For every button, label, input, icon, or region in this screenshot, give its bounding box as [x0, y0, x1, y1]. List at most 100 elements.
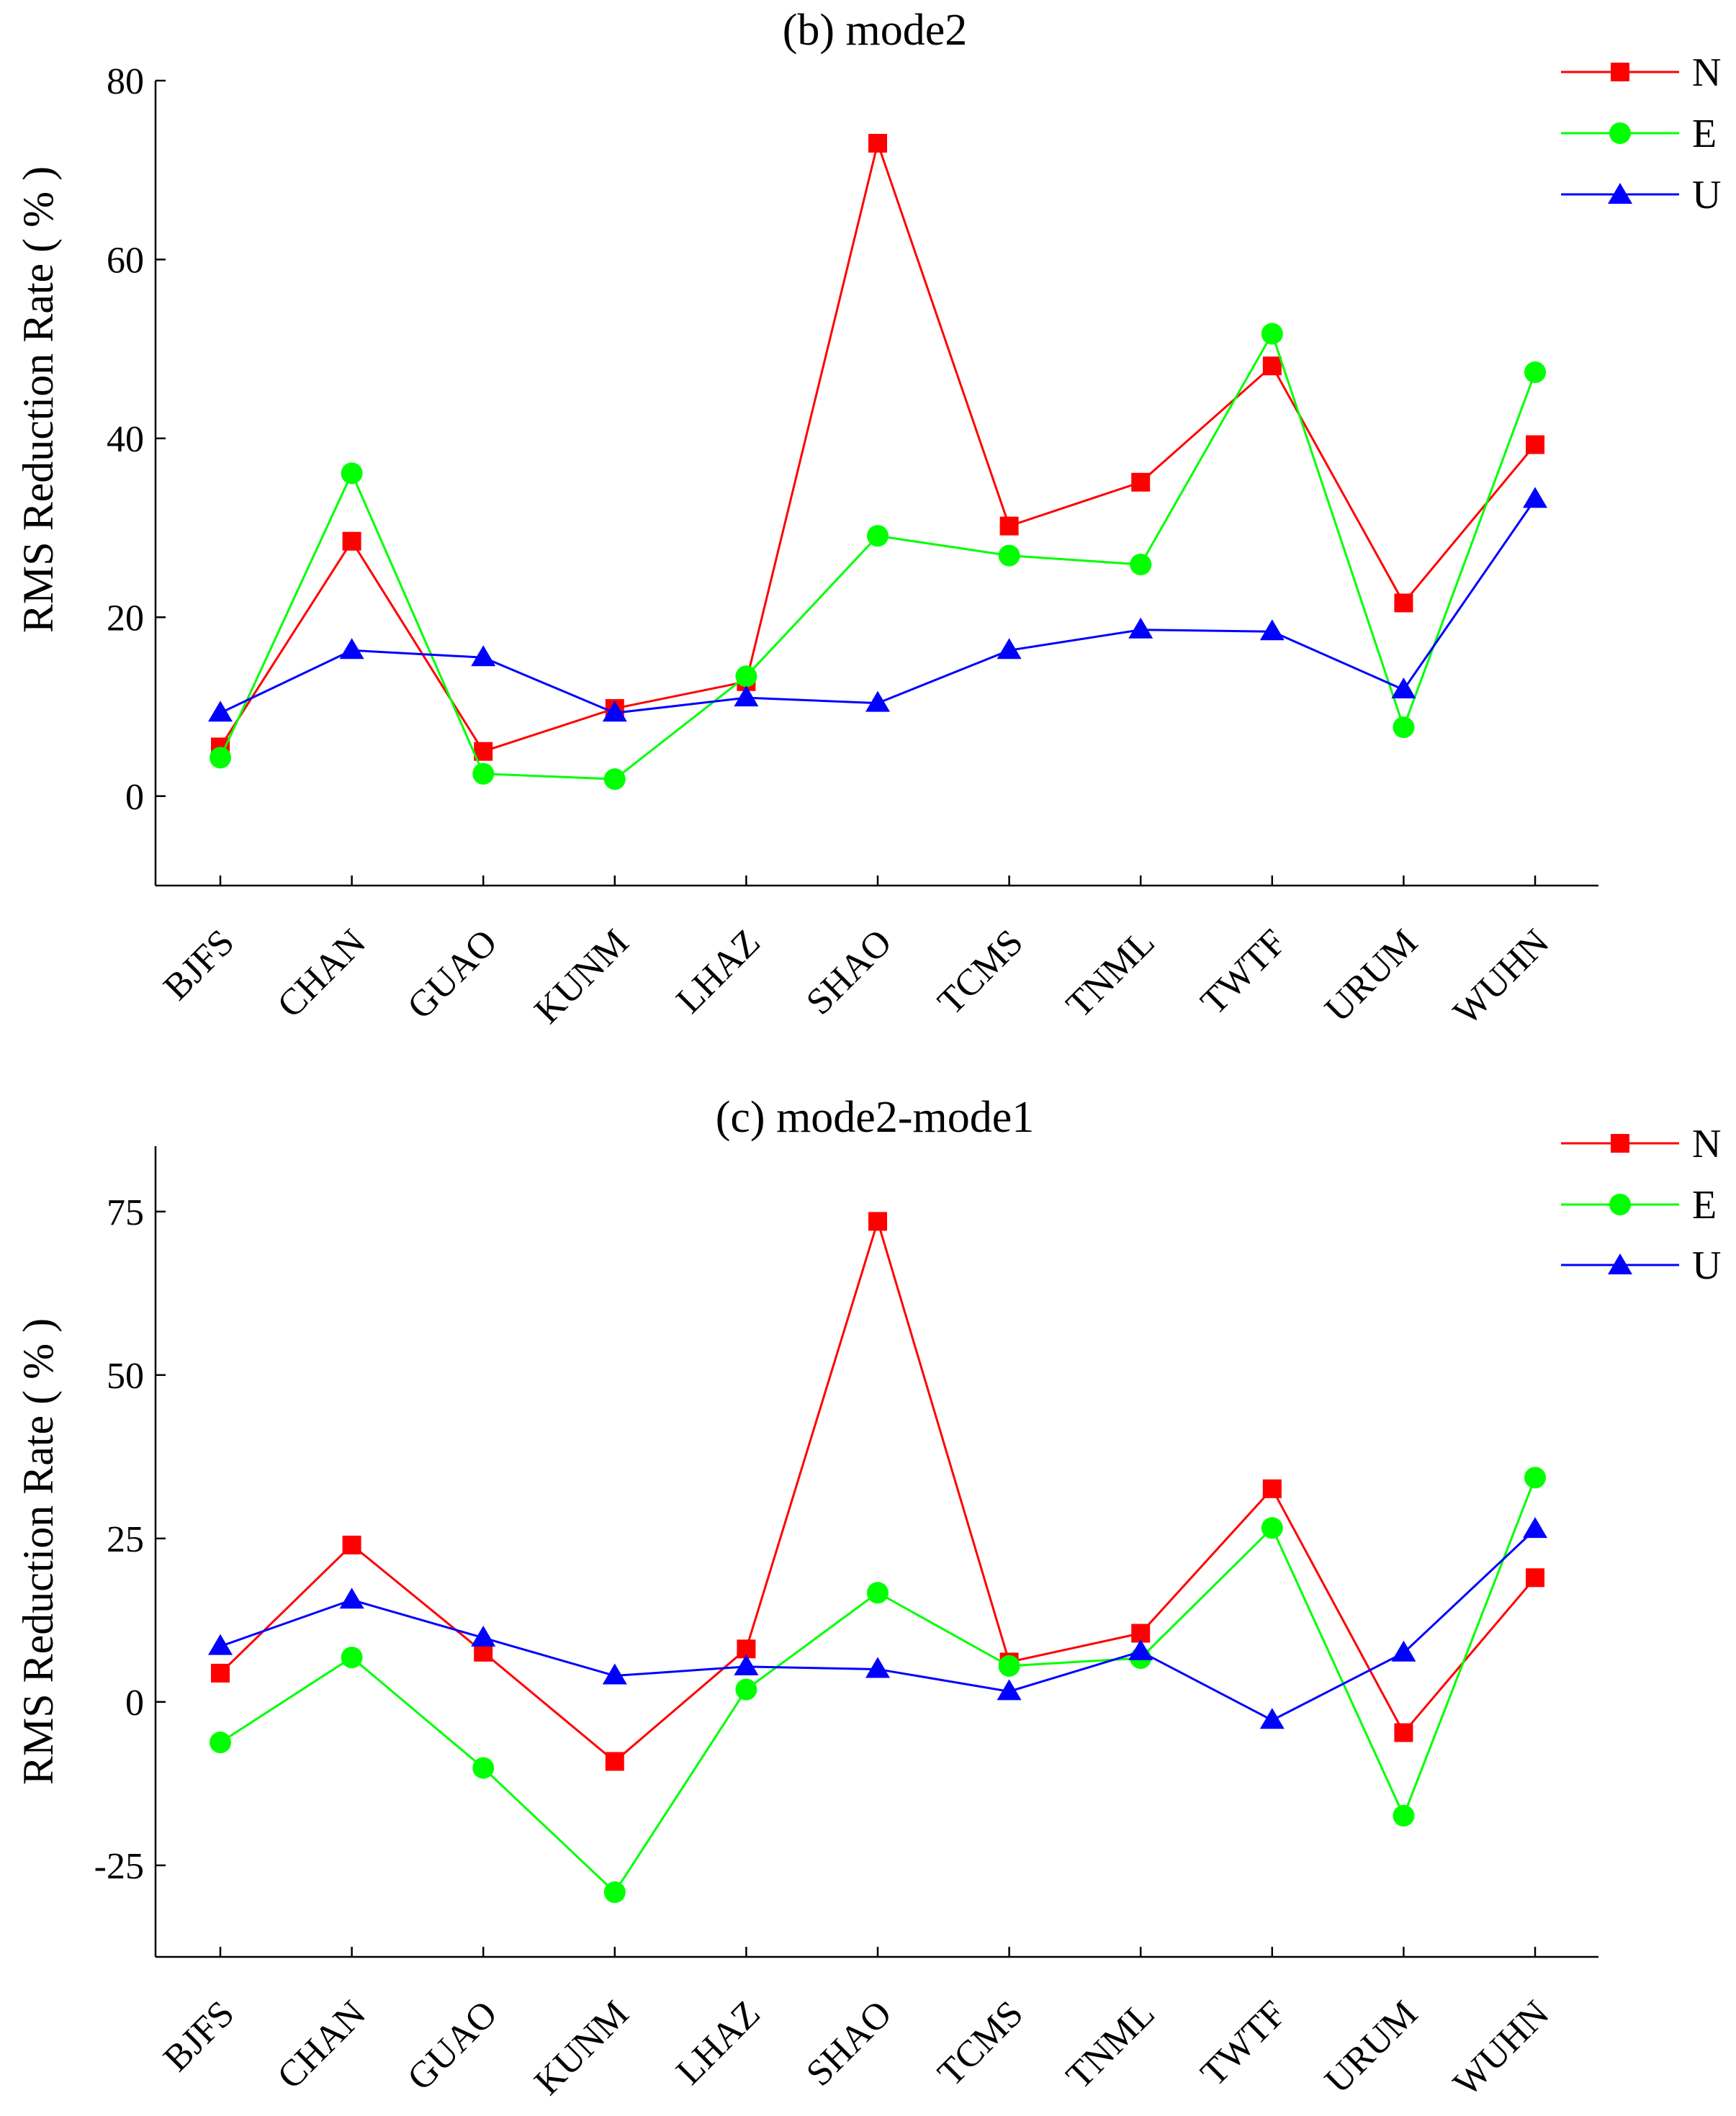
- data-point: [1261, 1517, 1283, 1539]
- data-point: [472, 762, 495, 785]
- data-point: [1259, 619, 1285, 641]
- data-point: [1262, 1479, 1282, 1498]
- data-point: [1128, 1639, 1153, 1660]
- data-point: [998, 544, 1020, 567]
- legend-entry-u: U: [1561, 1243, 1721, 1288]
- series-u: [208, 487, 1547, 722]
- data-point: [208, 1634, 233, 1655]
- legend-marker-square-icon: [1611, 63, 1629, 81]
- x-tick-label: BJFS: [156, 922, 242, 1008]
- data-point: [341, 462, 363, 485]
- series-line: [220, 1529, 1537, 1721]
- data-point: [1131, 472, 1151, 492]
- x-tick-label: GUAO: [400, 1993, 505, 2099]
- legend-entry-u: U: [1561, 173, 1721, 217]
- y-tick-label: 60: [107, 240, 144, 281]
- y-tick-label: 80: [107, 61, 144, 102]
- series-line: [219, 1217, 1537, 1763]
- y-tick-label: 0: [125, 1683, 144, 1724]
- data-point: [210, 747, 231, 769]
- axes: -25 0 25 50 75 BJFS CHAN GUAO KUNM LHAZ SHAO TCMS TN…: [94, 1146, 1598, 2104]
- legend-marker-triangle-icon: [1608, 183, 1632, 204]
- y-tick-label: 40: [107, 419, 144, 460]
- data-point: [471, 1625, 496, 1647]
- chart-panel-mode2: (b) mode2 RMS Reduction Rate ( % ) 0 20 40…: [14, 6, 1721, 1033]
- series-line: [219, 330, 1537, 780]
- data-point: [1391, 677, 1416, 698]
- data-point: [735, 665, 757, 688]
- series-n: [211, 133, 1544, 761]
- data-point: [998, 1654, 1020, 1677]
- data-point: [997, 638, 1022, 659]
- legend-entry-n: N: [1561, 50, 1721, 95]
- x-tick-label: URUM: [1317, 922, 1426, 1030]
- data-point: [471, 645, 496, 667]
- data-point: [1128, 617, 1153, 639]
- y-axis-label: RMS Reduction Rate ( % ): [14, 166, 62, 633]
- series-line: [220, 1477, 1537, 1894]
- chart-panel-mode2-mode1: (c) mode2-mode1 RMS Reduction Rate ( % )…: [14, 1093, 1721, 2104]
- legend-entry-n: N: [1561, 1122, 1721, 1166]
- data-point: [1524, 361, 1546, 383]
- legend-entry-e: E: [1561, 112, 1717, 156]
- x-tick-label: TNML: [1058, 1993, 1162, 2097]
- x-tick-label: SHAO: [799, 1993, 899, 2094]
- x-tick-label: LHAZ: [669, 922, 768, 1021]
- legend-marker-circle-icon: [1609, 122, 1631, 144]
- data-point: [342, 531, 361, 551]
- x-tick-label: GUAO: [400, 922, 505, 1027]
- legend: N E U: [1561, 50, 1721, 217]
- data-point: [865, 690, 890, 712]
- data-point: [339, 1588, 364, 1609]
- legend-label-u: U: [1692, 173, 1721, 217]
- y-tick-label: 50: [107, 1356, 144, 1397]
- x-tick-label: KUNM: [527, 1993, 637, 2103]
- data-point: [602, 1663, 627, 1685]
- legend-entry-e: E: [1561, 1183, 1717, 1228]
- data-point: [1526, 435, 1544, 454]
- series-e: [210, 323, 1546, 791]
- y-tick-label: 20: [107, 598, 144, 639]
- data-point: [602, 701, 627, 722]
- data-point: [603, 768, 626, 791]
- data-point: [211, 1663, 230, 1683]
- data-point: [1259, 1708, 1285, 1729]
- x-tick-label: TCMS: [930, 922, 1031, 1022]
- x-tick-label: URUM: [1317, 1993, 1426, 2102]
- data-point: [210, 1732, 231, 1754]
- data-point: [999, 516, 1019, 536]
- y-tick-label: -25: [94, 1846, 144, 1887]
- data-point: [734, 1654, 759, 1675]
- data-point: [605, 1752, 624, 1771]
- y-tick-label: 25: [107, 1519, 144, 1560]
- data-point: [865, 1657, 890, 1678]
- data-point: [997, 1679, 1022, 1701]
- x-tick-label: CHAN: [270, 1993, 374, 2097]
- x-tick-label: TWTF: [1193, 922, 1294, 1022]
- data-point: [1393, 716, 1415, 739]
- x-tick-label: TCMS: [930, 1993, 1031, 2094]
- data-point: [735, 1678, 757, 1701]
- data-point: [1394, 593, 1413, 613]
- data-point: [342, 1535, 361, 1554]
- data-point: [734, 685, 759, 707]
- x-tick-label: CHAN: [270, 922, 374, 1025]
- x-tick-label: KUNM: [527, 922, 637, 1032]
- y-axis-label: RMS Reduction Rate ( % ): [14, 1318, 62, 1785]
- legend-label-e: E: [1692, 1183, 1717, 1228]
- data-point: [341, 1647, 363, 1669]
- y-tick-label: 75: [107, 1192, 144, 1233]
- data-point: [339, 638, 364, 659]
- legend-label-n: N: [1692, 50, 1721, 95]
- data-point: [1130, 554, 1152, 576]
- x-tick-label: TWTF: [1193, 1993, 1294, 2094]
- legend-label-n: N: [1692, 1122, 1721, 1166]
- chart-title: (b) mode2: [783, 6, 968, 55]
- data-point: [868, 1212, 887, 1231]
- legend: N E U: [1561, 1122, 1721, 1288]
- legend-marker-square-icon: [1611, 1134, 1629, 1153]
- legend-marker-triangle-icon: [1608, 1253, 1632, 1274]
- y-tick-label: 0: [125, 777, 144, 818]
- x-tick-label: SHAO: [799, 922, 899, 1022]
